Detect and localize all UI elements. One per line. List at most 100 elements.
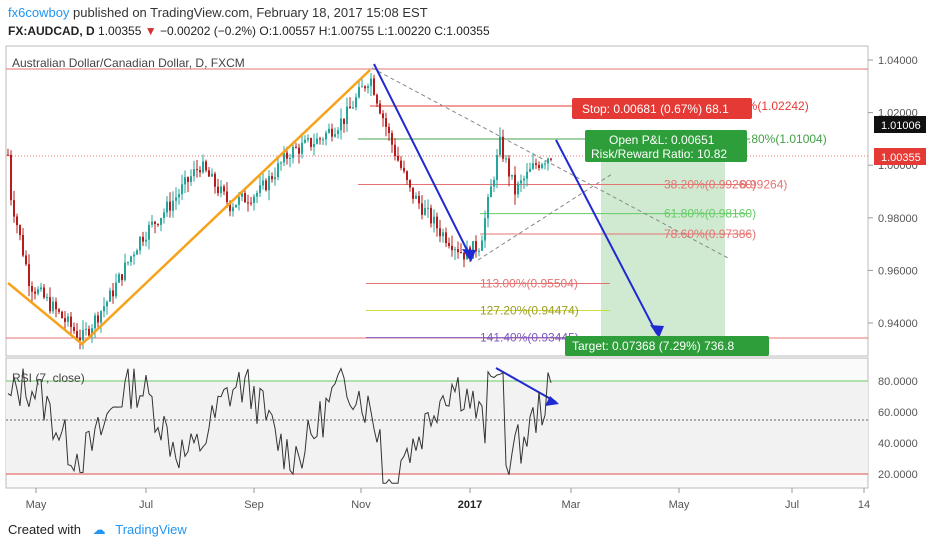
partial-label-green: .80%(1.01004) [748, 132, 827, 146]
candle-body [454, 249, 456, 251]
candle-body [112, 290, 114, 297]
time-tick-label: Jul [785, 499, 799, 511]
candle-body [493, 179, 495, 187]
candle-body [130, 256, 132, 263]
stop-label: Stop: 0.00681 (0.67%) 68.1 [582, 102, 729, 116]
candle-body [322, 139, 324, 141]
candle-body [394, 144, 396, 156]
candle-body [343, 118, 345, 124]
candle-body [157, 223, 159, 225]
candle-body [511, 174, 513, 177]
symbol-label: FX:AUDCAD, D [8, 24, 95, 38]
open-value: O:1.00557 [259, 24, 316, 38]
candle-body [310, 138, 312, 147]
candle-body [361, 86, 363, 88]
candle-body [451, 245, 453, 251]
candle-body [217, 186, 219, 194]
open-pl-label: Open P&L: 0.00651 [609, 133, 715, 147]
candle-body [286, 152, 288, 159]
candle-body [16, 216, 18, 226]
candle-body [100, 311, 102, 323]
rsi-tick-label: 40.0000 [878, 438, 918, 450]
candle-body [457, 249, 459, 253]
author-link[interactable]: fx6cowboy [8, 5, 70, 20]
target-box[interactable] [565, 336, 769, 356]
price-change: −0.00202 (−0.2%) [159, 24, 257, 38]
tradingview-link[interactable]: TradingView [115, 522, 187, 537]
candle-body [247, 202, 249, 204]
candle-body [316, 138, 318, 144]
candle-body [151, 221, 153, 225]
candle-body [448, 243, 450, 246]
fib-level-label: 38.20%(0.99260) [664, 178, 756, 192]
candle-body [319, 138, 321, 140]
candle-body [427, 207, 429, 209]
candle-body [508, 158, 510, 177]
candle-body [391, 133, 393, 145]
candle-body [355, 97, 357, 108]
candle-body [70, 316, 72, 328]
candle-body [277, 163, 279, 178]
candle-body [28, 264, 30, 287]
candle-body [304, 139, 306, 143]
fib-level-label: 127.20%(0.94474) [480, 304, 579, 318]
time-tick-label: May [26, 499, 47, 511]
down-arrow-icon: ▼ [144, 24, 157, 38]
candle-body [46, 297, 48, 299]
candle-body [499, 136, 501, 156]
candle-body [13, 200, 15, 217]
candle-body [415, 195, 417, 199]
candle-body [331, 128, 333, 137]
candle-body [424, 208, 426, 215]
candle-body [232, 207, 234, 212]
candle-body [418, 195, 420, 204]
candle-body [406, 171, 408, 181]
candle-body [373, 78, 375, 95]
candle-body [346, 106, 348, 124]
candle-body [340, 118, 342, 131]
main-pane-frame [5, 45, 869, 357]
candle-body [40, 287, 42, 290]
blue-down-arrow-1 [373, 63, 472, 259]
candle-body [121, 274, 123, 281]
candle-body [136, 250, 138, 255]
target-zone [601, 155, 725, 338]
candle-body [82, 329, 84, 341]
candle-body [388, 126, 390, 134]
candle-body [226, 191, 228, 203]
stop-box[interactable] [572, 98, 752, 119]
candle-body [244, 193, 246, 203]
time-tick-label: May [669, 499, 690, 511]
candle-body [538, 164, 540, 168]
marker-price-text: 1.01006 [881, 120, 921, 132]
high-value: H:1.00755 [318, 24, 375, 38]
open-pl-box[interactable] [585, 130, 747, 162]
candle-body [184, 177, 186, 185]
candle-body [202, 161, 204, 173]
candle-body [145, 239, 147, 242]
candle-body [163, 212, 165, 218]
candle-body [115, 282, 117, 297]
candle-body [490, 186, 492, 198]
candle-body [517, 183, 519, 195]
candle-body [25, 255, 27, 265]
candle-body [73, 327, 75, 331]
candle-body [349, 106, 351, 109]
candle-body [289, 157, 291, 159]
candle-body [265, 180, 267, 191]
candle-body [22, 235, 24, 256]
risk-reward-label: Risk/Reward Ratio: 10.82 [591, 147, 727, 161]
candle-body [52, 301, 54, 312]
candle-body [193, 169, 195, 177]
rsi-tick-label: 60.0000 [878, 407, 918, 419]
candle-body [379, 103, 381, 114]
low-value: L:1.00220 [377, 24, 431, 38]
candle-body [166, 201, 168, 213]
candle-body [34, 291, 36, 294]
candle-body [235, 204, 237, 208]
candle-body [481, 240, 483, 251]
time-tick-label: Nov [351, 499, 371, 511]
candle-body [502, 136, 504, 159]
candle-body [463, 252, 465, 260]
